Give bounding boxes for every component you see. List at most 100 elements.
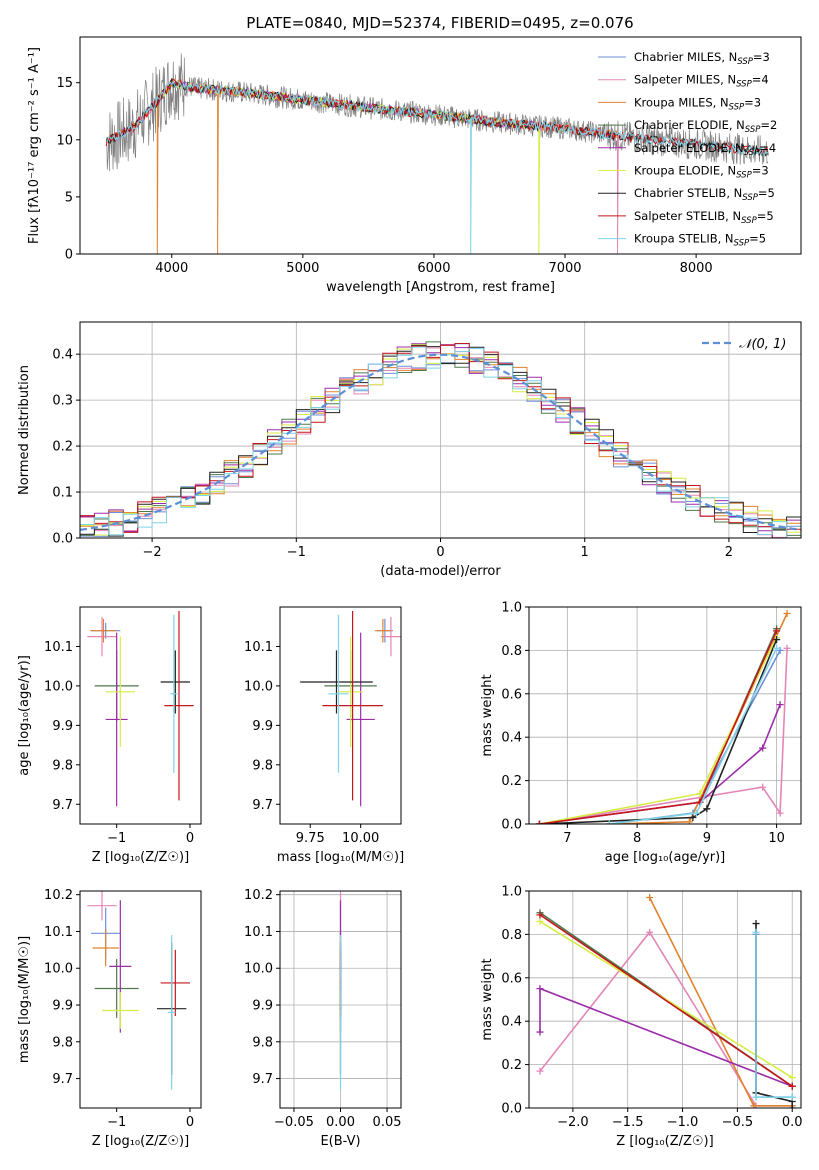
series-line: [755, 923, 793, 1108]
legend-label: Chabrier STELIB, NSSP=5: [634, 186, 775, 203]
data-point: [119, 1009, 122, 1012]
data-point: [104, 947, 107, 949]
y-tick-label: 10.1: [44, 640, 73, 655]
series-marker: [788, 1104, 796, 1108]
y-tick-label: 10.1: [244, 925, 273, 940]
plot-area: [87, 891, 190, 1090]
normal-curve: [80, 353, 801, 531]
y-tick-label: 0.2: [501, 1058, 522, 1073]
y-tick-label: 10: [56, 133, 73, 148]
plot-area: [105, 53, 769, 254]
y-tick-label: 5: [65, 190, 73, 205]
y-tick-label: 0.0: [501, 818, 522, 833]
series-line: [539, 639, 778, 824]
axes-frame: [79, 890, 202, 1109]
chart-mass-vs-Z: −1 0 9.7 9.8 9.9 10.0 10.1 10.2 Z [log₁₀(Z/Z☉)] m…: [17, 888, 202, 1149]
data-point: [115, 718, 118, 721]
y-tick-label: 0.3: [52, 394, 73, 409]
x-tick-label: 0: [436, 545, 444, 560]
y-tick-label: 9.7: [252, 798, 273, 813]
y-tick-label: 0.0: [501, 1102, 522, 1117]
x-tick-label: 9: [703, 831, 711, 846]
y-tick-label: 9.8: [252, 758, 273, 773]
y-tick-label: 9.9: [52, 719, 73, 734]
x-tick-label: 7: [563, 831, 571, 846]
y-tick-label: 9.9: [52, 999, 73, 1014]
series-marker: [773, 627, 781, 635]
data-point: [359, 718, 362, 721]
series-marker: [646, 894, 654, 902]
series-line: [539, 648, 788, 824]
data-point: [101, 635, 103, 638]
y-axis-label: mass weight: [480, 674, 495, 756]
y-tick-label: 0.8: [501, 928, 522, 943]
series-line: [755, 934, 793, 1098]
data-point: [390, 635, 392, 638]
data-point: [102, 629, 105, 632]
x-tick-label: 2: [725, 545, 733, 560]
series-marker: [759, 744, 767, 752]
x-tick-label: 10.00: [342, 831, 379, 846]
data-point: [173, 693, 175, 695]
series-line: [539, 704, 781, 824]
y-tick-label: 10.0: [44, 679, 73, 694]
series-marker: [788, 1074, 796, 1082]
series-line: [755, 932, 793, 1098]
legend-label: 𝒩(0, 1): [739, 337, 786, 352]
x-tick-label: 7000: [548, 261, 581, 276]
data-point: [335, 681, 338, 683]
y-tick-label: 9.8: [52, 1035, 73, 1050]
y-axis-label: mass weight: [480, 958, 495, 1040]
x-tick-label: 10: [768, 831, 785, 846]
y-axis-label: mass [log₁₀(M/M☉)]: [17, 936, 32, 1063]
series-marker: [646, 928, 654, 936]
x-tick-label: 6000: [417, 261, 450, 276]
plot-area: [535, 610, 791, 824]
series-marker: [776, 701, 784, 709]
legend-label: Kroupa ELODIE, NSSP=3: [634, 164, 769, 181]
axes-frame: [79, 36, 802, 255]
y-tick-label: 0.6: [501, 971, 522, 986]
y-tick-label: 1.0: [501, 601, 522, 616]
chart-residuals: 𝒩(0, 1) −2 −1 0 1 2 0.0 0.1 0.2 0.3 0.4 (data-model…: [17, 321, 802, 579]
series-marker: [752, 928, 760, 936]
data-point: [337, 693, 340, 695]
data-point: [170, 1011, 173, 1014]
y-axis-label: age [log₁₀(age/yr)]: [17, 655, 32, 776]
series-marker: [535, 820, 543, 824]
y-tick-label: 1.0: [501, 885, 522, 900]
x-tick-label: 0.05: [373, 1115, 402, 1130]
data-point: [119, 691, 122, 693]
model-line-kroupa-stelib: [106, 80, 769, 254]
data-point: [349, 691, 352, 693]
x-axis-label: age [log₁₀(age/yr)]: [605, 850, 726, 865]
series-marker: [783, 644, 791, 652]
chart-weight-vs-age: 7 8 9 10 0.0 0.2 0.4 0.6 0.8 1.0 age [log₁₀(age/yr…: [480, 601, 802, 865]
x-tick-label: −1: [287, 545, 306, 560]
series-marker: [752, 1093, 760, 1101]
y-tick-label: 0.4: [501, 731, 522, 746]
y-tick-label: 0.2: [52, 440, 73, 455]
series-marker: [536, 1067, 544, 1075]
legend-label: Chabrier ELODIE, NSSP=2: [634, 118, 777, 135]
x-tick-label: 1: [581, 545, 589, 560]
y-tick-label: 9.8: [252, 1035, 273, 1050]
x-axis-label: Z [log₁₀(Z/Z☉)]: [616, 1134, 713, 1149]
x-axis-label: wavelength [Angstrom, rest frame]: [326, 280, 555, 295]
x-axis-label: Z [log₁₀(Z/Z☉)]: [92, 1134, 189, 1149]
chart-age-vs-mass: 9.75 10.00 9.7 9.8 9.9 10.0 10.1 mass [log₁₀(M/…: [244, 606, 404, 865]
plot-area: [339, 891, 342, 1090]
x-tick-label: −1.5: [612, 1115, 644, 1130]
y-tick-label: 10.2: [44, 888, 73, 903]
plot-area: [87, 610, 194, 807]
series-marker: [536, 917, 544, 925]
series-marker: [773, 636, 781, 644]
y-tick-label: 0.6: [501, 687, 522, 702]
x-tick-label: −1.0: [667, 1115, 699, 1130]
legend-label: Kroupa MILES, NSSP=3: [634, 95, 761, 112]
series-marker: [692, 809, 700, 817]
series-line: [539, 637, 778, 824]
y-tick-label: 9.9: [252, 719, 273, 734]
y-tick-label: 0.4: [501, 1015, 522, 1030]
data-point: [101, 904, 103, 907]
